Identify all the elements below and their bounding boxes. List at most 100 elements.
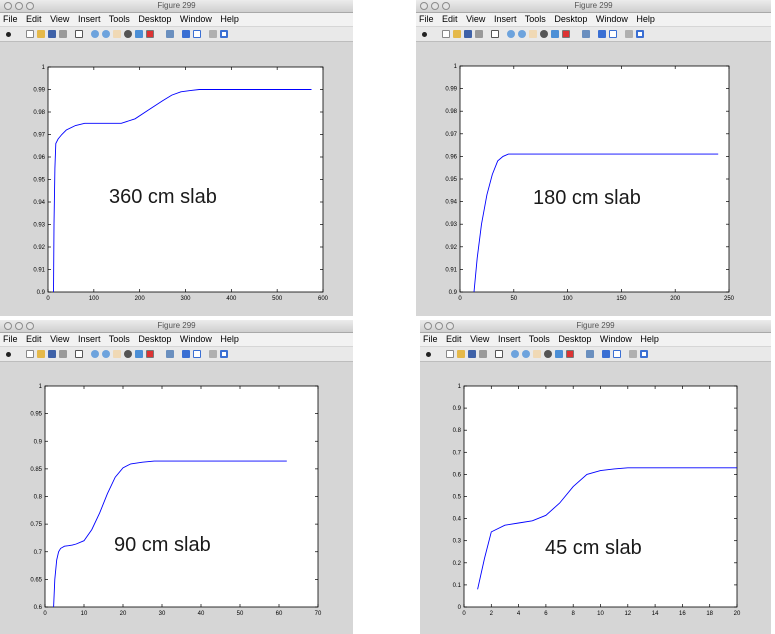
zoom-in-icon[interactable] — [91, 30, 99, 38]
new-figure-icon[interactable] — [446, 350, 454, 358]
menu-file[interactable]: File — [419, 14, 434, 24]
edit-plot-arrow-icon[interactable] — [491, 30, 499, 38]
close-window-icon[interactable] — [4, 2, 12, 10]
title-bar[interactable]: Figure 299 — [0, 320, 353, 333]
menu-help[interactable]: Help — [220, 14, 239, 24]
hide-plot-tools-icon[interactable] — [625, 30, 633, 38]
menu-insert[interactable]: Insert — [77, 14, 101, 24]
minimize-window-icon[interactable] — [15, 2, 23, 10]
menu-window[interactable]: Window — [179, 14, 212, 24]
title-bar[interactable]: Figure 299 — [416, 0, 771, 13]
print-icon[interactable] — [479, 350, 487, 358]
menu-view[interactable]: View — [50, 334, 70, 344]
link-plot-icon[interactable] — [586, 350, 594, 358]
print-icon[interactable] — [475, 30, 483, 38]
legend-icon[interactable] — [193, 30, 201, 38]
menu-tools[interactable]: Tools — [108, 334, 130, 344]
menu-view[interactable]: View — [50, 14, 70, 24]
print-icon[interactable] — [59, 350, 67, 358]
new-figure-icon[interactable] — [442, 30, 450, 38]
dock-arrow-icon[interactable] — [422, 32, 427, 37]
pan-hand-icon[interactable] — [113, 350, 121, 358]
zoom-in-icon[interactable] — [91, 350, 99, 358]
pan-hand-icon[interactable] — [113, 30, 121, 38]
rotate-3d-icon[interactable] — [540, 30, 548, 38]
menu-desktop[interactable]: Desktop — [138, 14, 172, 24]
rotate-3d-icon[interactable] — [124, 30, 132, 38]
menu-tools[interactable]: Tools — [108, 14, 130, 24]
menu-view[interactable]: View — [466, 14, 486, 24]
dock-arrow-icon[interactable] — [426, 352, 431, 357]
minimize-window-icon[interactable] — [15, 322, 23, 330]
brush-icon[interactable] — [146, 30, 154, 38]
dock-arrow-icon[interactable] — [6, 352, 11, 357]
save-icon[interactable] — [48, 30, 56, 38]
menu-window[interactable]: Window — [179, 334, 212, 344]
zoom-in-icon[interactable] — [511, 350, 519, 358]
menu-file[interactable]: File — [3, 334, 18, 344]
colorbar-icon[interactable] — [602, 350, 610, 358]
rotate-3d-icon[interactable] — [124, 350, 132, 358]
menu-window[interactable]: Window — [595, 14, 628, 24]
open-file-icon[interactable] — [37, 30, 45, 38]
show-plot-tools-icon[interactable] — [640, 350, 648, 358]
edit-plot-arrow-icon[interactable] — [75, 30, 83, 38]
menu-tools[interactable]: Tools — [528, 334, 550, 344]
menu-window[interactable]: Window — [599, 334, 632, 344]
data-cursor-icon[interactable] — [135, 30, 143, 38]
show-plot-tools-icon[interactable] — [636, 30, 644, 38]
link-plot-icon[interactable] — [166, 30, 174, 38]
save-icon[interactable] — [468, 350, 476, 358]
brush-icon[interactable] — [146, 350, 154, 358]
title-bar[interactable]: Figure 299 — [420, 320, 771, 333]
new-figure-icon[interactable] — [26, 350, 34, 358]
new-figure-icon[interactable] — [26, 30, 34, 38]
hide-plot-tools-icon[interactable] — [209, 30, 217, 38]
menu-tools[interactable]: Tools — [524, 14, 546, 24]
open-file-icon[interactable] — [457, 350, 465, 358]
show-plot-tools-icon[interactable] — [220, 350, 228, 358]
zoom-out-icon[interactable] — [522, 350, 530, 358]
menu-view[interactable]: View — [470, 334, 490, 344]
close-window-icon[interactable] — [4, 322, 12, 330]
save-icon[interactable] — [48, 350, 56, 358]
brush-icon[interactable] — [566, 350, 574, 358]
zoom-in-icon[interactable] — [507, 30, 515, 38]
rotate-3d-icon[interactable] — [544, 350, 552, 358]
zoom-window-icon[interactable] — [442, 2, 450, 10]
pan-hand-icon[interactable] — [533, 350, 541, 358]
close-window-icon[interactable] — [420, 2, 428, 10]
minimize-window-icon[interactable] — [435, 322, 443, 330]
zoom-window-icon[interactable] — [26, 322, 34, 330]
legend-icon[interactable] — [613, 350, 621, 358]
hide-plot-tools-icon[interactable] — [209, 350, 217, 358]
hide-plot-tools-icon[interactable] — [629, 350, 637, 358]
menu-file[interactable]: File — [423, 334, 438, 344]
link-plot-icon[interactable] — [582, 30, 590, 38]
menu-edit[interactable]: Edit — [26, 14, 42, 24]
menu-help[interactable]: Help — [640, 334, 659, 344]
save-icon[interactable] — [464, 30, 472, 38]
zoom-window-icon[interactable] — [446, 322, 454, 330]
legend-icon[interactable] — [609, 30, 617, 38]
brush-icon[interactable] — [562, 30, 570, 38]
show-plot-tools-icon[interactable] — [220, 30, 228, 38]
menu-file[interactable]: File — [3, 14, 18, 24]
menu-edit[interactable]: Edit — [26, 334, 42, 344]
menu-edit[interactable]: Edit — [446, 334, 462, 344]
print-icon[interactable] — [59, 30, 67, 38]
edit-plot-arrow-icon[interactable] — [75, 350, 83, 358]
colorbar-icon[interactable] — [598, 30, 606, 38]
open-file-icon[interactable] — [37, 350, 45, 358]
menu-desktop[interactable]: Desktop — [138, 334, 172, 344]
pan-hand-icon[interactable] — [529, 30, 537, 38]
menu-desktop[interactable]: Desktop — [554, 14, 588, 24]
legend-icon[interactable] — [193, 350, 201, 358]
menu-help[interactable]: Help — [220, 334, 239, 344]
menu-insert[interactable]: Insert — [77, 334, 101, 344]
edit-plot-arrow-icon[interactable] — [495, 350, 503, 358]
data-cursor-icon[interactable] — [135, 350, 143, 358]
menu-insert[interactable]: Insert — [493, 14, 517, 24]
menu-insert[interactable]: Insert — [497, 334, 521, 344]
zoom-window-icon[interactable] — [26, 2, 34, 10]
